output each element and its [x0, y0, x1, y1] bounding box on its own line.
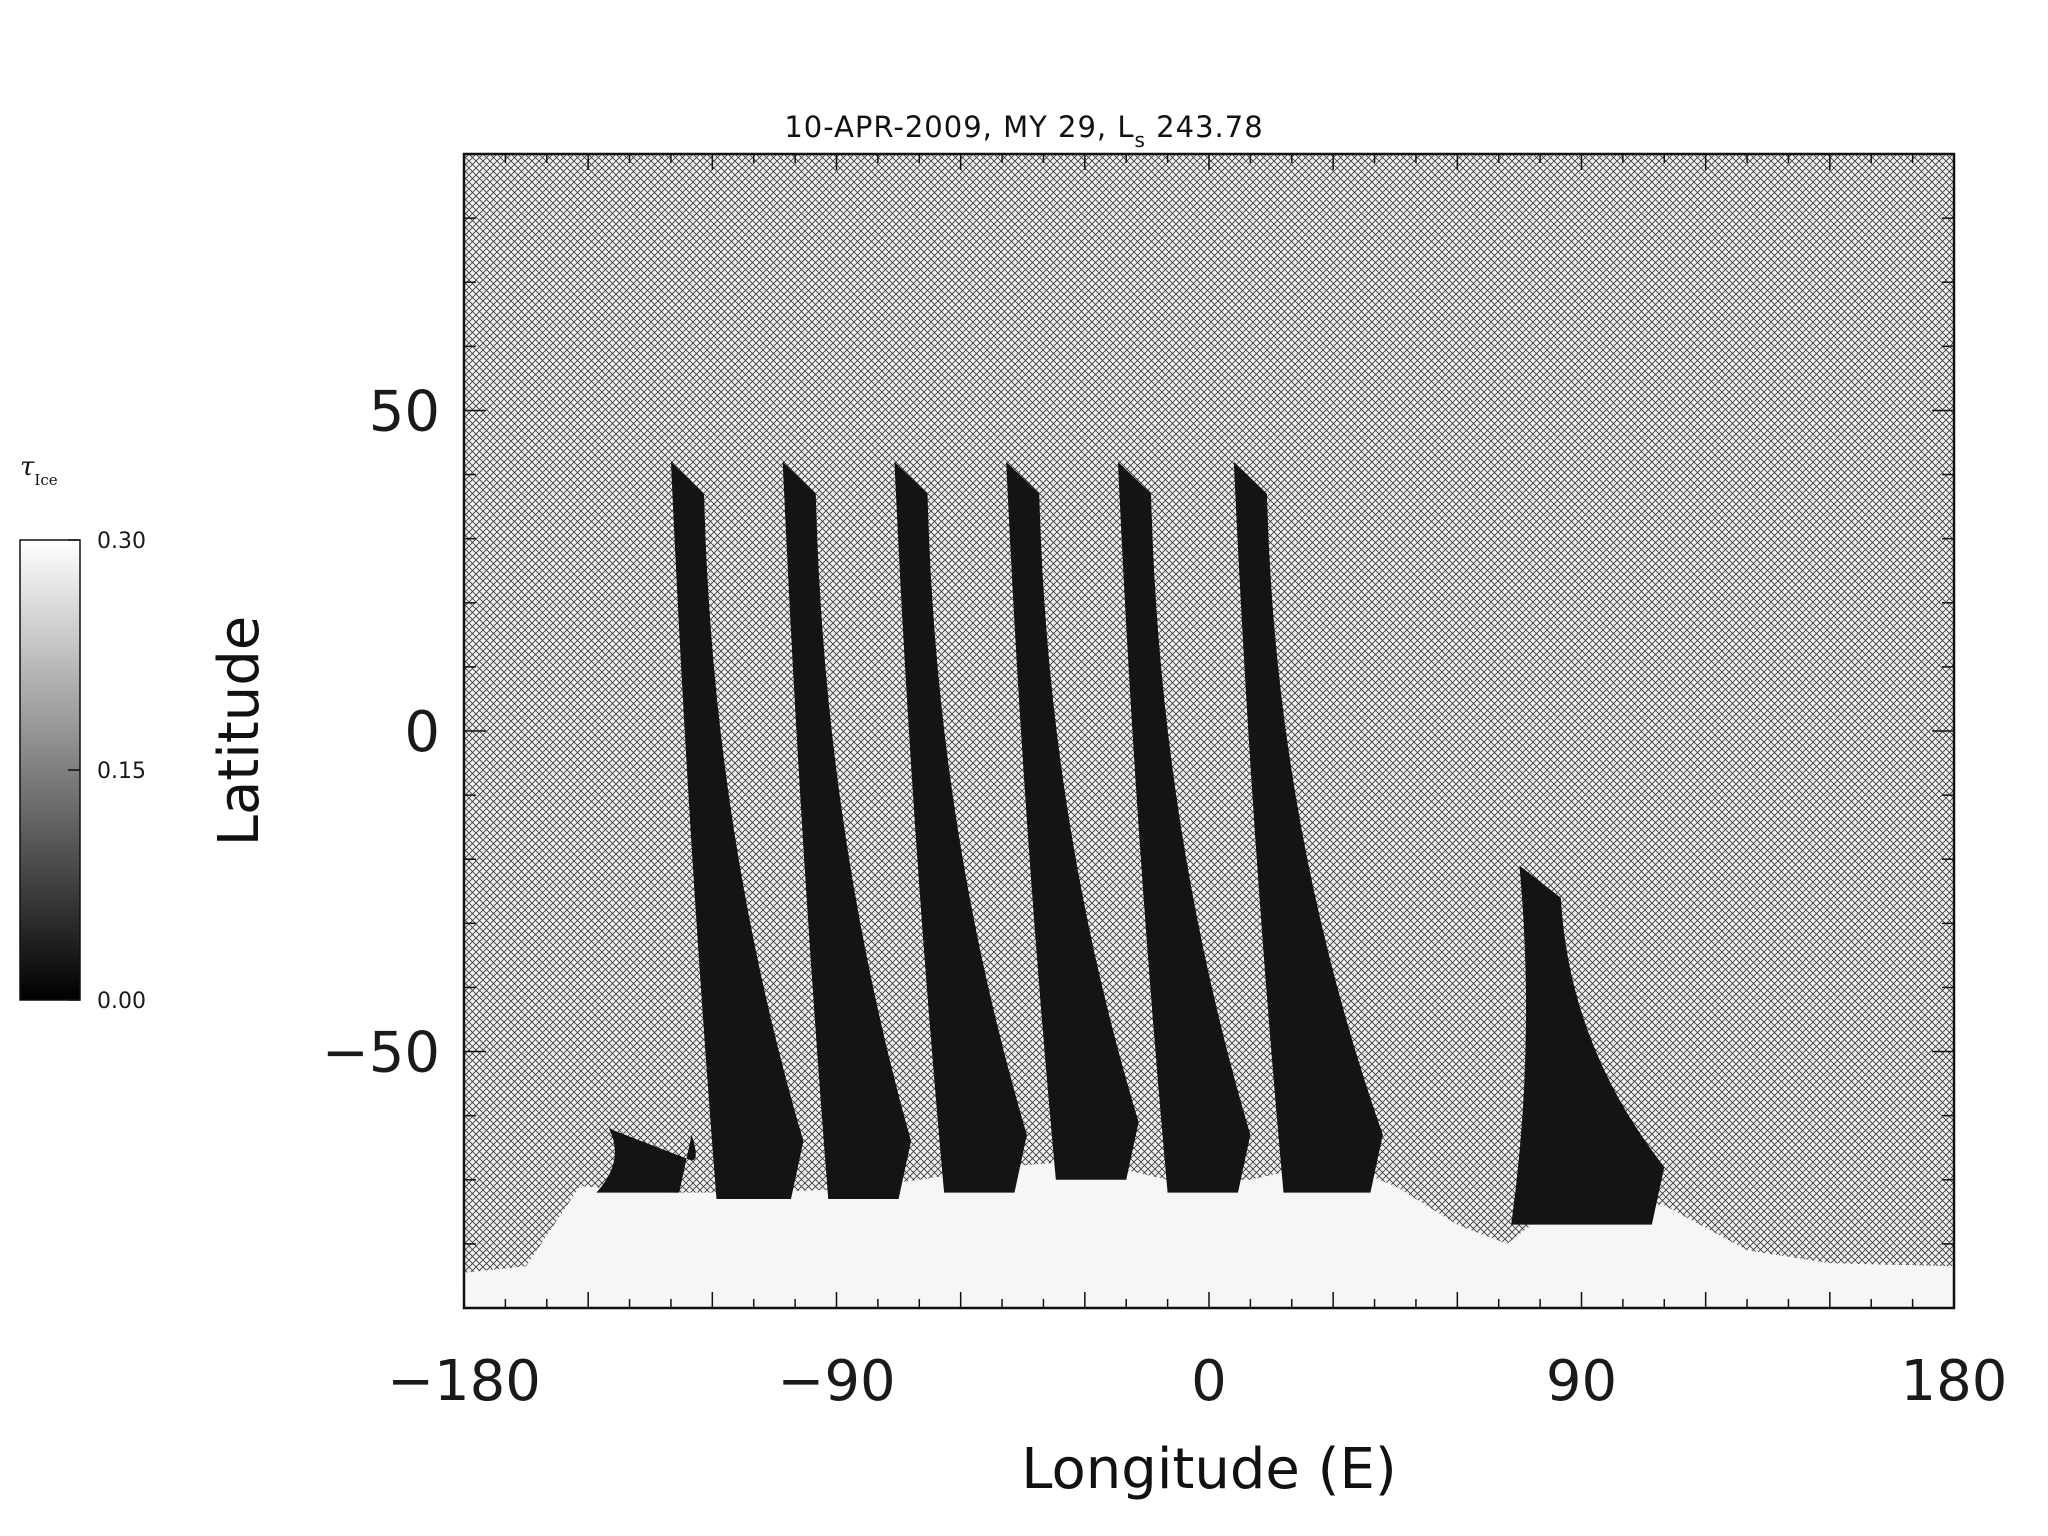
swath-3: [894, 461, 1027, 1193]
swath-6: [1233, 461, 1383, 1193]
title-prefix: 10-APR-2009, MY 29, L: [784, 110, 1135, 144]
colorbar-ticks: 0.30 0.15 0.00: [68, 529, 146, 1014]
y-tick-label: −50: [322, 1021, 440, 1086]
y-axis-label: Latitude: [207, 616, 272, 846]
y-tick-label: 50: [369, 379, 440, 444]
y-tick-label: 0: [404, 700, 440, 765]
title-suffix: 243.78: [1145, 110, 1264, 144]
x-tick-label: 180: [1901, 1349, 2008, 1414]
colorbar-symbol: τ: [20, 452, 35, 482]
swath-layer: [596, 461, 1665, 1225]
x-axis-label: Longitude (E): [1021, 1437, 1396, 1502]
x-tick-label: −180: [387, 1349, 541, 1414]
colorbar-tick-label: 0.00: [97, 989, 146, 1014]
title-subscript: s: [1134, 128, 1146, 152]
x-tick-label: 90: [1546, 1349, 1617, 1414]
colorbar-subscript: Ice: [34, 471, 58, 489]
colorbar-label: τIce: [20, 452, 58, 489]
axis-ticks: −180 −90 0 90 180 50 0 −50: [322, 153, 2008, 1414]
swath-2: [782, 461, 911, 1200]
x-tick-label: −90: [777, 1349, 895, 1414]
x-tick-label: 0: [1191, 1349, 1227, 1414]
colorbar-tick-label: 0.30: [97, 529, 146, 554]
chart-title: 10-APR-2009, MY 29, Ls 243.78: [0, 110, 2048, 152]
swath-1: [670, 461, 804, 1200]
colorbar-tick-label: 0.15: [97, 759, 146, 784]
swath-7: [1511, 865, 1665, 1225]
swath-4: [1006, 461, 1139, 1180]
swath-5: [1117, 461, 1251, 1193]
swath-8: [596, 1128, 696, 1193]
